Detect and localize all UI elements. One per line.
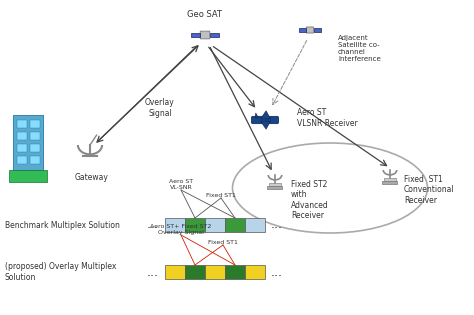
- Polygon shape: [255, 113, 258, 118]
- Text: (proposed) Overlay Multiplex
Solution: (proposed) Overlay Multiplex Solution: [5, 262, 117, 282]
- FancyBboxPatch shape: [17, 156, 27, 164]
- Text: Aero ST+ Fixed ST2
Overlay Signal: Aero ST+ Fixed ST2 Overlay Signal: [150, 224, 212, 235]
- Bar: [225, 218, 245, 232]
- FancyBboxPatch shape: [30, 120, 40, 128]
- FancyBboxPatch shape: [30, 156, 40, 164]
- Text: Benchmark Multiplex Solution: Benchmark Multiplex Solution: [5, 220, 120, 230]
- FancyBboxPatch shape: [17, 120, 27, 128]
- Bar: [185, 218, 205, 232]
- Bar: [165, 265, 185, 279]
- FancyBboxPatch shape: [267, 186, 283, 189]
- FancyBboxPatch shape: [314, 28, 321, 32]
- FancyBboxPatch shape: [251, 116, 279, 124]
- Text: Fixed ST2
with
Advanced
Receiver: Fixed ST2 with Advanced Receiver: [291, 180, 329, 220]
- FancyBboxPatch shape: [210, 32, 219, 37]
- Text: Overlay
Signal: Overlay Signal: [145, 98, 175, 118]
- FancyBboxPatch shape: [383, 181, 398, 184]
- Text: Aero ST
VL-SNR: Aero ST VL-SNR: [169, 179, 193, 190]
- Text: Fixed  ST1
Conventional
Receiver: Fixed ST1 Conventional Receiver: [404, 175, 455, 205]
- FancyBboxPatch shape: [384, 178, 396, 181]
- FancyBboxPatch shape: [30, 132, 40, 140]
- FancyBboxPatch shape: [17, 132, 27, 140]
- Polygon shape: [261, 121, 271, 129]
- Bar: [165, 218, 185, 232]
- FancyBboxPatch shape: [191, 32, 200, 37]
- Text: ...: ...: [147, 266, 159, 278]
- FancyBboxPatch shape: [13, 115, 43, 170]
- FancyBboxPatch shape: [200, 31, 210, 39]
- Text: Gateway: Gateway: [75, 173, 109, 182]
- FancyBboxPatch shape: [269, 183, 281, 186]
- Polygon shape: [261, 111, 271, 119]
- Text: Geo SAT: Geo SAT: [188, 10, 222, 19]
- Text: ...: ...: [271, 219, 283, 232]
- Text: Fixed ST1: Fixed ST1: [208, 240, 238, 245]
- Bar: [205, 265, 225, 279]
- FancyBboxPatch shape: [17, 144, 27, 152]
- Bar: [245, 218, 265, 232]
- FancyBboxPatch shape: [30, 144, 40, 152]
- FancyBboxPatch shape: [9, 170, 47, 182]
- FancyBboxPatch shape: [299, 28, 306, 32]
- Text: Adjacent
Satellite co-
channel
Interference: Adjacent Satellite co- channel Interfere…: [338, 35, 381, 62]
- Text: ...: ...: [147, 219, 159, 232]
- Bar: [245, 265, 265, 279]
- Bar: [225, 265, 245, 279]
- Bar: [205, 218, 225, 232]
- Text: ...: ...: [271, 266, 283, 278]
- Text: Aero ST
VLSNR Receiver: Aero ST VLSNR Receiver: [297, 108, 358, 128]
- Bar: [185, 265, 205, 279]
- FancyBboxPatch shape: [306, 27, 314, 33]
- Text: Fixed ST1: Fixed ST1: [206, 193, 236, 198]
